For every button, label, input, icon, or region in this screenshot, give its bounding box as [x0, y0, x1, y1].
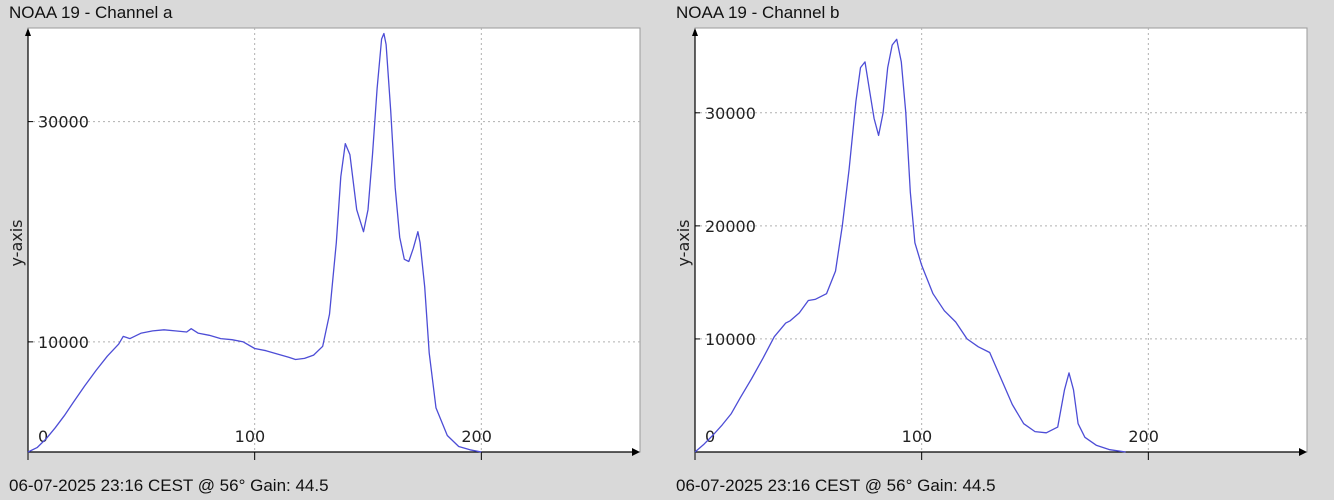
channel-b-chart: 0 100 200 10000 20000 30000 y-axis — [674, 27, 1308, 460]
y-axis-label: y-axis — [674, 219, 693, 266]
series-line — [694, 38, 1126, 453]
y-axis-arrow-icon — [25, 28, 31, 36]
channel-a-panel: NOAA 19 - Channel a 0 100 200 10000 30000 y-a… — [7, 3, 641, 495]
x-tick-label: 0 — [38, 427, 48, 446]
chart-title: NOAA 19 - Channel b — [676, 3, 840, 22]
x-tick-label: 200 — [461, 427, 492, 446]
x-tick-label: 100 — [902, 427, 933, 446]
capture-info: 06-07-2025 23:16 CEST @ 56° Gain: 44.5 — [676, 476, 996, 495]
y-tick-label: 30000 — [38, 113, 89, 132]
x-axis-arrow-icon — [1299, 448, 1307, 456]
plot-area — [694, 27, 1308, 453]
y-tick-label: 10000 — [38, 333, 89, 352]
series-line — [27, 32, 482, 453]
y-axis-arrow-icon — [692, 28, 698, 36]
channel-a-chart: 0 100 200 10000 30000 y-axis — [7, 27, 641, 460]
x-tick-label: 200 — [1128, 427, 1159, 446]
y-tick-label: 20000 — [705, 217, 756, 236]
channel-b-panel: NOAA 19 - Channel b 0 100 200 10000 20000 300… — [667, 0, 1334, 500]
y-tick-label: 30000 — [705, 104, 756, 123]
plot-area — [27, 27, 641, 453]
capture-info: 06-07-2025 23:16 CEST @ 56° Gain: 44.5 — [9, 476, 329, 495]
x-axis-arrow-icon — [632, 448, 640, 456]
y-axis-label: y-axis — [7, 219, 26, 266]
x-tick-label: 0 — [705, 427, 715, 446]
y-tick-label: 10000 — [705, 330, 756, 349]
x-tick-label: 100 — [235, 427, 266, 446]
chart-title: NOAA 19 - Channel a — [9, 3, 173, 22]
